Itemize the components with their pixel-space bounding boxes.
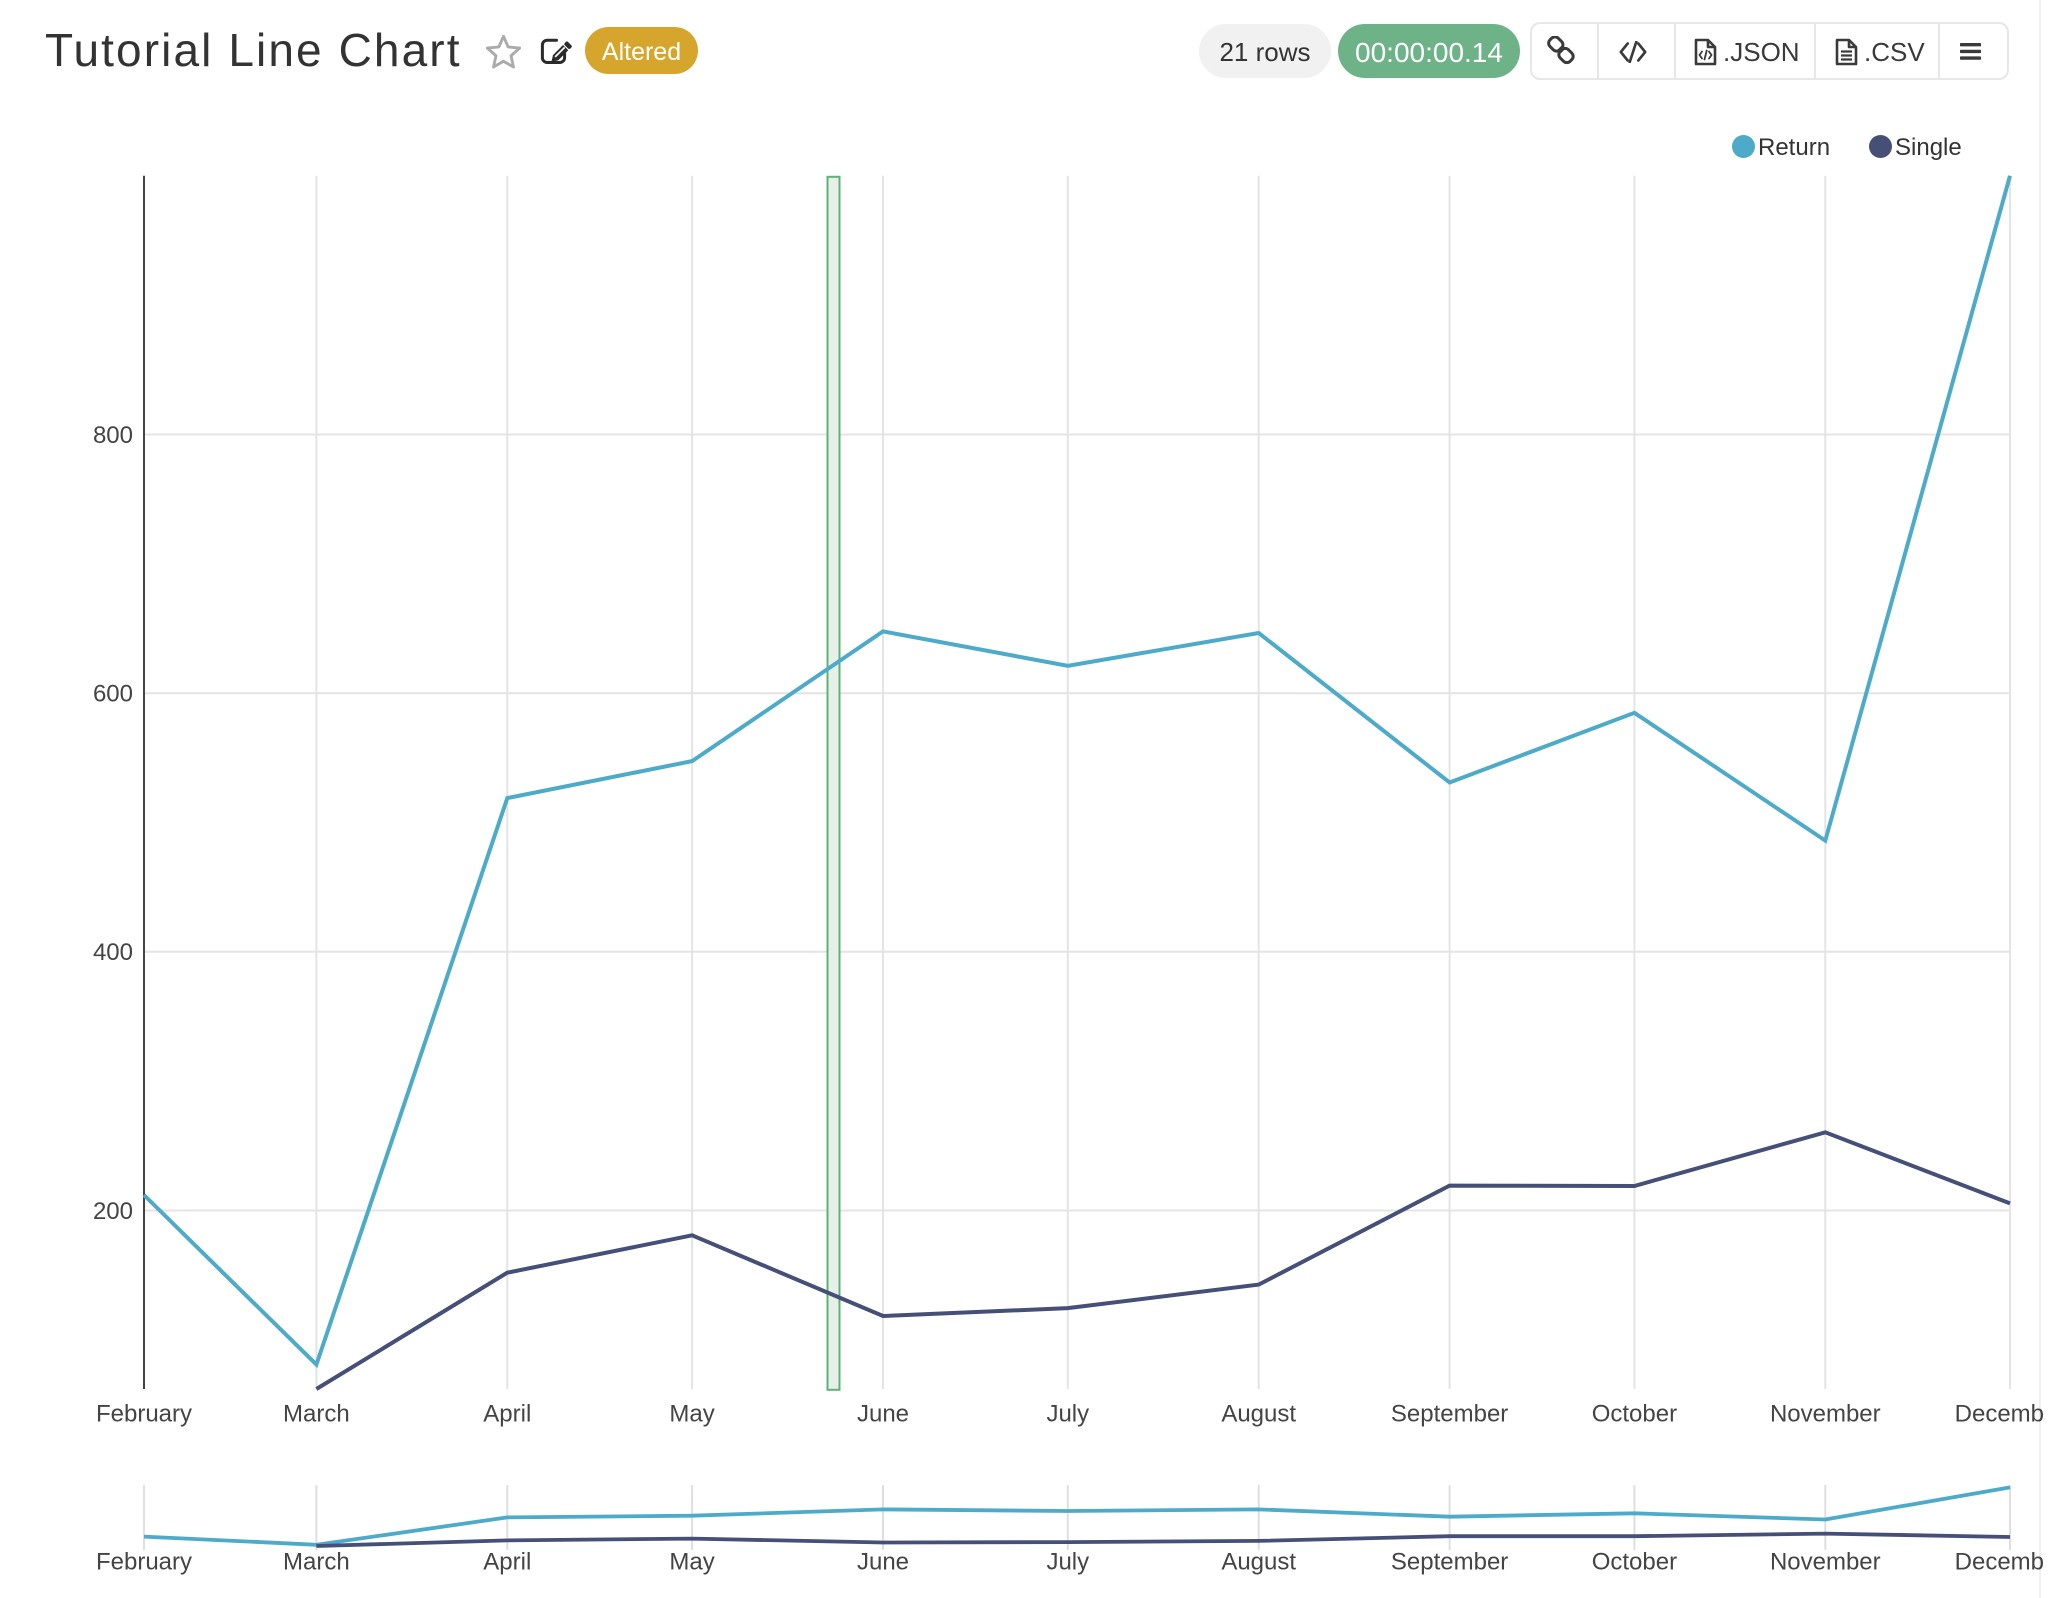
svg-text:September: September [1391, 1401, 1508, 1428]
svg-text:April: April [483, 1549, 531, 1576]
svg-text:February: February [96, 1549, 192, 1576]
svg-text:August: August [1221, 1549, 1296, 1576]
svg-text:March: March [283, 1549, 350, 1576]
svg-text:March: March [283, 1401, 350, 1428]
svg-text:April: April [483, 1401, 531, 1428]
svg-text:August: August [1221, 1401, 1296, 1428]
svg-text:600: 600 [93, 681, 133, 708]
svg-text:July: July [1046, 1549, 1089, 1576]
svg-text:Single: Single [1895, 134, 1962, 161]
svg-text:Return: Return [1758, 134, 1830, 161]
svg-text:June: June [857, 1549, 909, 1576]
svg-text:June: June [857, 1401, 909, 1428]
svg-text:February: February [96, 1401, 192, 1428]
svg-text:December: December [1955, 1401, 2045, 1428]
svg-text:November: November [1770, 1549, 1881, 1576]
svg-text:October: October [1592, 1549, 1677, 1576]
svg-text:400: 400 [93, 939, 133, 966]
svg-text:May: May [669, 1401, 714, 1428]
svg-text:September: September [1391, 1549, 1508, 1576]
svg-text:December: December [1955, 1549, 2045, 1576]
svg-text:October: October [1592, 1401, 1677, 1428]
svg-text:200: 200 [93, 1198, 133, 1225]
svg-text:800: 800 [93, 422, 133, 449]
svg-text:May: May [669, 1549, 714, 1576]
svg-text:July: July [1046, 1401, 1089, 1428]
svg-text:November: November [1770, 1401, 1881, 1428]
